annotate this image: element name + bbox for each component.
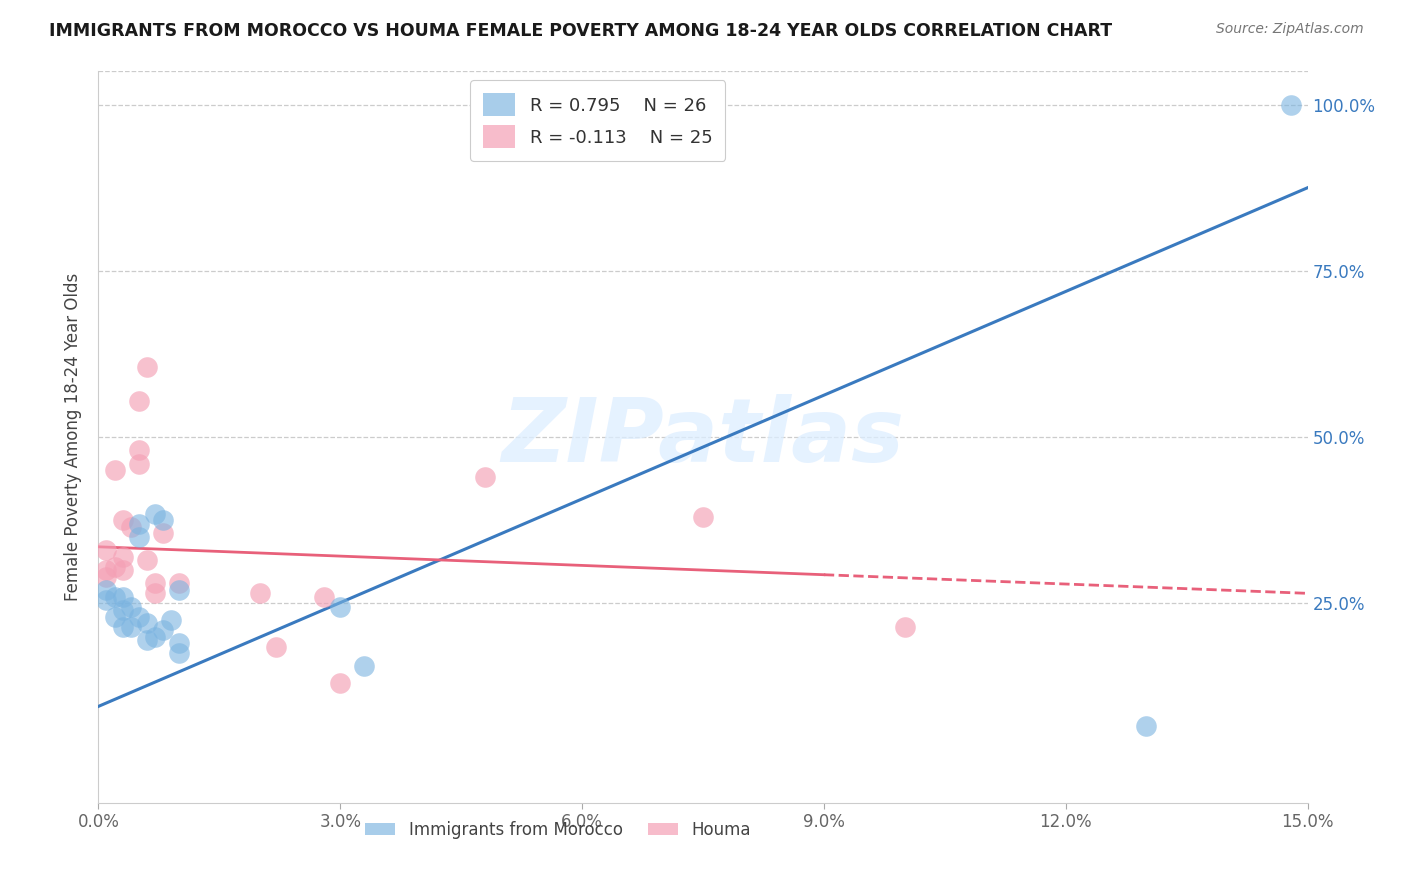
Point xyxy=(474,470,496,484)
Point xyxy=(143,576,166,591)
Point xyxy=(128,457,150,471)
Point xyxy=(96,543,118,558)
Point xyxy=(152,623,174,637)
Point xyxy=(329,676,352,690)
Point xyxy=(135,616,157,631)
Point xyxy=(1135,719,1157,733)
Point xyxy=(152,526,174,541)
Text: IMMIGRANTS FROM MOROCCO VS HOUMA FEMALE POVERTY AMONG 18-24 YEAR OLDS CORRELATIO: IMMIGRANTS FROM MOROCCO VS HOUMA FEMALE … xyxy=(49,22,1112,40)
Point xyxy=(167,636,190,650)
Point xyxy=(893,619,915,633)
Point xyxy=(120,520,142,534)
Point xyxy=(128,516,150,531)
Point xyxy=(111,513,134,527)
Point xyxy=(96,582,118,597)
Point xyxy=(103,609,125,624)
Y-axis label: Female Poverty Among 18-24 Year Olds: Female Poverty Among 18-24 Year Olds xyxy=(63,273,82,601)
Point xyxy=(128,609,150,624)
Point xyxy=(111,549,134,564)
Point xyxy=(103,463,125,477)
Point xyxy=(111,619,134,633)
Point xyxy=(96,593,118,607)
Point xyxy=(128,443,150,458)
Point xyxy=(264,640,287,654)
Point xyxy=(167,646,190,660)
Point xyxy=(135,360,157,375)
Point xyxy=(103,590,125,604)
Point xyxy=(96,570,118,584)
Point xyxy=(314,590,336,604)
Point xyxy=(692,509,714,524)
Point xyxy=(167,582,190,597)
Point xyxy=(120,619,142,633)
Point xyxy=(143,630,166,644)
Point xyxy=(1281,97,1303,112)
Point xyxy=(152,513,174,527)
Text: Source: ZipAtlas.com: Source: ZipAtlas.com xyxy=(1216,22,1364,37)
Point xyxy=(96,563,118,577)
Text: ZIPatlas: ZIPatlas xyxy=(502,393,904,481)
Legend: Immigrants from Morocco, Houma: Immigrants from Morocco, Houma xyxy=(359,814,758,846)
Point xyxy=(249,586,271,600)
Point xyxy=(143,586,166,600)
Point xyxy=(111,603,134,617)
Point xyxy=(160,613,183,627)
Point xyxy=(111,590,134,604)
Point xyxy=(103,559,125,574)
Point xyxy=(167,576,190,591)
Point xyxy=(353,659,375,673)
Point xyxy=(143,507,166,521)
Point xyxy=(111,563,134,577)
Point xyxy=(135,632,157,647)
Point xyxy=(120,599,142,614)
Point xyxy=(135,553,157,567)
Point xyxy=(128,393,150,408)
Point xyxy=(329,599,352,614)
Point xyxy=(128,530,150,544)
